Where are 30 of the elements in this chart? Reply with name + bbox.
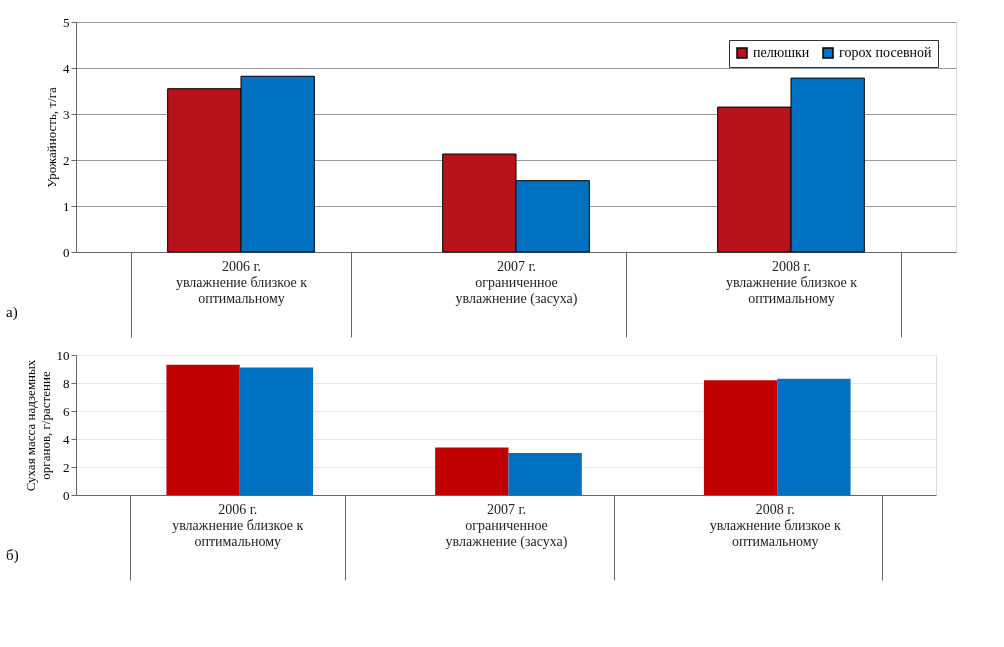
y-tick-label: 4	[63, 60, 70, 76]
y-tick-label: 5	[63, 14, 70, 30]
y-tick-label: 10	[56, 347, 70, 363]
x-tick-label: 2007 г. ограниченное увлажнение (засуха)	[445, 501, 568, 550]
bar	[703, 380, 778, 495]
y-tick-label: 0	[63, 244, 70, 260]
x-tick-label: 2006 г. увлажнение близкое к оптимальному	[175, 258, 308, 306]
bar	[508, 453, 582, 495]
bar	[777, 378, 851, 495]
x-tick-label: 2006 г. увлажнение близкое к оптимальному	[172, 501, 304, 549]
y-axis-title: Сухая масса надземных органов, г/растение	[22, 359, 53, 492]
legend-label: пелюшки	[753, 45, 810, 60]
x-tick-label: 2007 г. ограниченное увлажнение (засуха)	[455, 258, 578, 307]
legend-label: горох посевной	[839, 45, 933, 60]
y-tick-label: 1	[63, 198, 70, 214]
text: а)	[6, 304, 18, 321]
x-tick-label: 2008 г. увлажнение близкое к оптимальному	[709, 501, 842, 549]
y-tick-label: 4	[63, 431, 70, 447]
text: б)	[6, 547, 19, 564]
bar	[166, 364, 240, 495]
y-tick-label: 8	[63, 375, 70, 391]
y-tick-label: 2	[63, 459, 70, 475]
y-tick-label: 2	[63, 152, 70, 168]
y-tick-label: 3	[63, 106, 70, 122]
bar	[435, 447, 509, 495]
y-tick-label: 6	[63, 403, 70, 419]
bar	[239, 367, 314, 495]
y-tick-label: 0	[63, 487, 70, 503]
x-tick-label: 2008 г. увлажнение близкое к оптимальному	[725, 258, 858, 306]
y-axis-title: Урожайность, т/га	[44, 87, 59, 188]
